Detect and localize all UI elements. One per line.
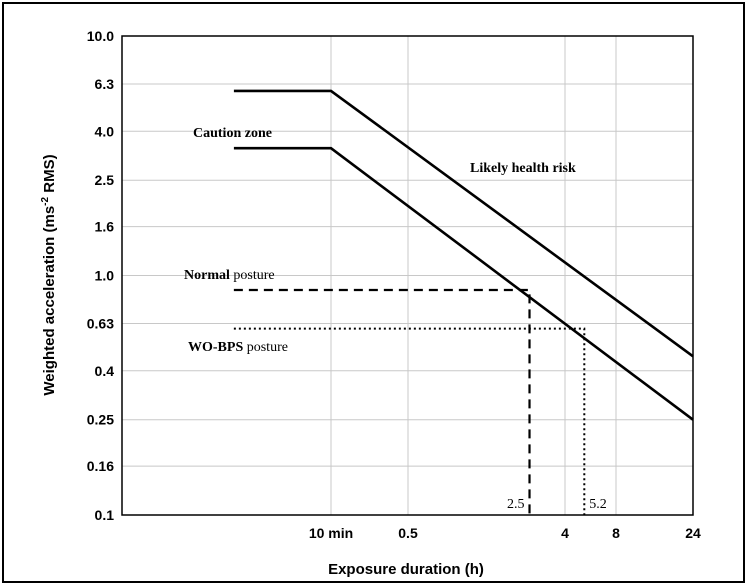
normal-posture-reference-line bbox=[233, 288, 531, 515]
limit-line-2 bbox=[233, 146, 694, 421]
y-tick-label: 10.0 bbox=[87, 28, 114, 44]
normal-posture-bold: Normal bbox=[184, 268, 230, 283]
x-tick-label: 4 bbox=[561, 525, 569, 541]
y-axis-title: Weighted acceleration (ms-2 RMS) bbox=[40, 154, 58, 395]
caution-zone-label: Caution zone bbox=[193, 126, 272, 141]
y-tick-label: 4.0 bbox=[95, 123, 115, 139]
y-axis-title-main: Weighted acceleration (ms bbox=[41, 206, 58, 396]
wobps-posture-bold: WO-BPS bbox=[188, 340, 243, 355]
reference-lines: 2.5 5.2 bbox=[233, 288, 607, 515]
wobps-posture-label: WO-BPS posture bbox=[188, 340, 288, 355]
y-tick-label: 1.6 bbox=[95, 219, 115, 235]
y-tick-label: 0.25 bbox=[87, 412, 114, 428]
health-risk-label: Likely health risk bbox=[470, 161, 576, 176]
x-axis-title: Exposure duration (h) bbox=[328, 561, 484, 578]
y-axis-title-sup: -2 bbox=[40, 196, 51, 205]
series-lines bbox=[233, 89, 694, 421]
y-tick-label: 0.1 bbox=[95, 507, 115, 523]
normal-posture-duration-label: 2.5 bbox=[507, 497, 525, 512]
y-tick-label: 0.16 bbox=[87, 458, 114, 474]
y-tick-label: 1.0 bbox=[95, 268, 115, 284]
normal-posture-label: Normal posture bbox=[184, 268, 275, 283]
wobps-posture-rest: posture bbox=[243, 340, 288, 355]
y-tick-label: 0.4 bbox=[95, 363, 115, 379]
y-tick-label: 2.5 bbox=[95, 172, 115, 188]
x-tick-label: 10 min bbox=[309, 525, 353, 541]
normal-posture-rest: posture bbox=[230, 268, 275, 283]
x-tick-label: 24 bbox=[685, 525, 701, 541]
y-tick-label: 0.63 bbox=[87, 316, 114, 332]
x-tick-label: 8 bbox=[612, 525, 620, 541]
x-tick-labels: 10 min 0.5 4 8 24 bbox=[309, 525, 701, 541]
y-tick-label: 6.3 bbox=[95, 76, 115, 92]
grid-lines bbox=[122, 36, 693, 515]
plot-area bbox=[121, 35, 694, 516]
wobps-posture-reference-line bbox=[233, 327, 586, 515]
limit-line-1 bbox=[233, 89, 694, 358]
y-tick-labels: 10.0 6.3 4.0 2.5 1.6 1.0 0.63 0.4 0.25 0.16 0.1 bbox=[87, 28, 114, 523]
x-tick-label: 0.5 bbox=[398, 525, 418, 541]
wobps-posture-duration-label: 5.2 bbox=[589, 497, 607, 512]
y-axis-title-end: RMS) bbox=[41, 154, 58, 197]
